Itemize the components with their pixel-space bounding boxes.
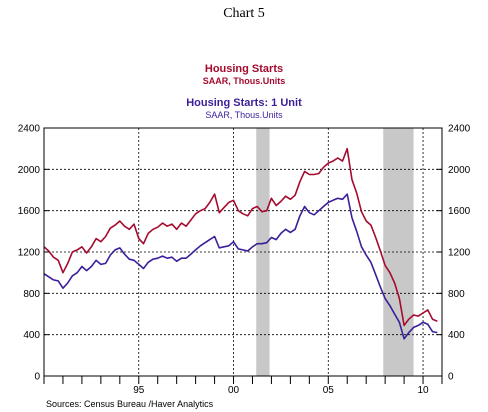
series-line-single-unit-starts [43,193,438,340]
y-tick-label-left-2400: 2400 [18,124,41,135]
chart-title: Chart 5 [223,6,265,21]
series-lines [43,147,438,340]
gridlines [44,128,442,376]
series-line-housing-starts [43,147,438,327]
y-tick-label-right-1600: 1600 [448,206,471,217]
legend-single-label: Housing Starts: 1 Unit [186,97,302,109]
plot-frame [43,127,443,377]
y-tick-label-left-0: 0 [34,372,40,383]
y-tick-label-left-1600: 1600 [18,206,41,217]
y-tick-label-right-2400: 2400 [448,124,471,135]
recession-band-0 [256,128,270,376]
y-tick-label-right-1200: 1200 [448,248,471,259]
x-tick-label-05: 05 [323,385,335,396]
legend-starts-units: SAAR, Thous.Units [203,76,286,86]
y-tick-label-left-1200: 1200 [18,248,41,259]
y-tick-label-right-800: 800 [448,289,465,300]
x-tick-label-10: 10 [417,385,429,396]
x-tick-label-00: 00 [228,385,240,396]
y-tick-label-left-400: 400 [23,330,40,341]
y-tick-label-left-2000: 2000 [18,165,41,176]
source-note: Sources: Census Bureau /Haver Analytics [46,399,214,409]
y-tick-label-left-800: 800 [23,289,40,300]
legend-starts-label: Housing Starts [205,63,283,75]
y-tick-label-right-2000: 2000 [448,165,471,176]
legend-single-units: SAAR, Thous.Units [205,110,283,120]
y-tick-label-right-400: 400 [448,330,465,341]
x-tick-label-95: 95 [133,385,145,396]
axis-ticks [43,127,443,384]
y-tick-label-right-0: 0 [448,372,454,383]
